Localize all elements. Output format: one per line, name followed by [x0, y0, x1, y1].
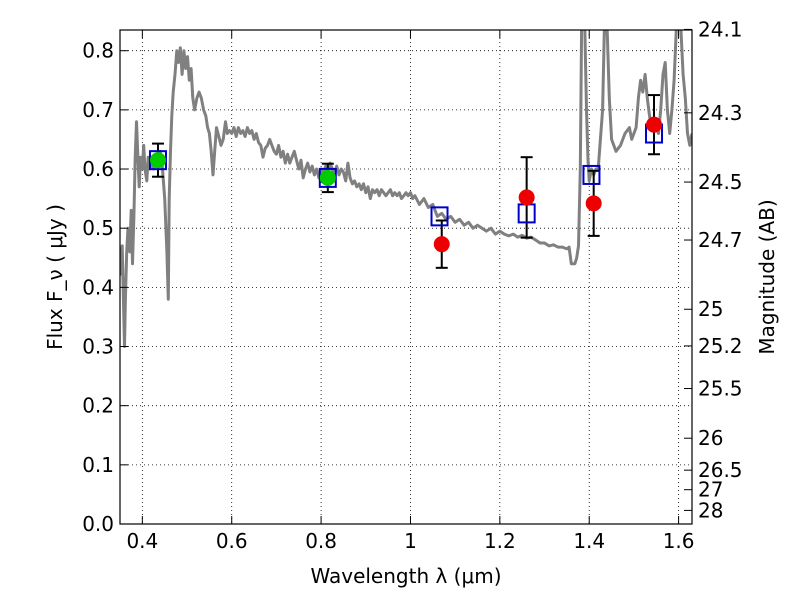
- magnitude-tick-label: 28: [698, 498, 723, 522]
- magnitude-tick-label: 25: [698, 297, 723, 321]
- y-tick-label: 0.8: [82, 39, 114, 63]
- y-tick-label: 0.3: [82, 335, 114, 359]
- nir-data-point: [646, 116, 663, 133]
- x-tick-label: 1.4: [573, 529, 605, 553]
- model-spectrum-line: [120, 30, 692, 348]
- magnitude-tick-label: 27: [698, 478, 723, 502]
- y-tick-label: 0.7: [82, 98, 114, 122]
- y-tick-label: 0.5: [82, 216, 114, 240]
- tick-labels: 0.4 0.6 0.8 1 1.2 1.4 1.6 0.0 0.1 0.2 0.3 0.4 0.5 0.6…: [82, 17, 742, 553]
- y-tick-label: 0.0: [82, 512, 114, 536]
- nir-data-point: [433, 236, 450, 253]
- grid: [120, 30, 692, 525]
- y-axis-label-right: Magnitude (AB): [755, 199, 779, 354]
- markers: [148, 94, 664, 269]
- magnitude-tick-label: 24.5: [698, 170, 743, 194]
- magnitude-tick-label: 24.1: [698, 17, 743, 41]
- optical-data-point: [149, 152, 166, 169]
- synthetic-photometry-square: [430, 206, 449, 227]
- plot-frame: [119, 29, 693, 525]
- magnitude-tick-label: 25.2: [698, 334, 743, 358]
- magnitude-tick-label: 26: [698, 426, 723, 450]
- y-tick-label: 0.6: [82, 157, 114, 181]
- x-tick-label: 1.2: [484, 529, 516, 553]
- optical-data-point: [319, 169, 336, 186]
- plot-area: [120, 30, 692, 348]
- y-axis-label-left: Flux F_ν ( μJy ): [43, 204, 67, 350]
- y-tick-label: 0.2: [82, 394, 114, 418]
- nir-data-point: [518, 189, 535, 206]
- nir-data-point: [585, 195, 602, 212]
- magnitude-tick-label: 24.3: [698, 101, 743, 125]
- magnitude-tick-label: 26.5: [698, 458, 743, 482]
- synthetic-photometry-square: [582, 164, 601, 185]
- y-tick-label: 0.4: [82, 275, 114, 299]
- x-tick-label: 1.6: [663, 529, 695, 553]
- x-axis-label: Wavelength λ (μm): [310, 564, 501, 588]
- magnitude-tick-label: 25.5: [698, 377, 743, 401]
- x-tick-label: 1: [404, 529, 417, 553]
- y-tick-label: 0.1: [82, 453, 114, 477]
- x-tick-label: 0.8: [305, 529, 337, 553]
- x-tick-label: 0.6: [216, 529, 248, 553]
- magnitude-tick-label: 24.7: [698, 228, 743, 252]
- ticks: [120, 28, 692, 525]
- x-tick-label: 0.4: [126, 529, 158, 553]
